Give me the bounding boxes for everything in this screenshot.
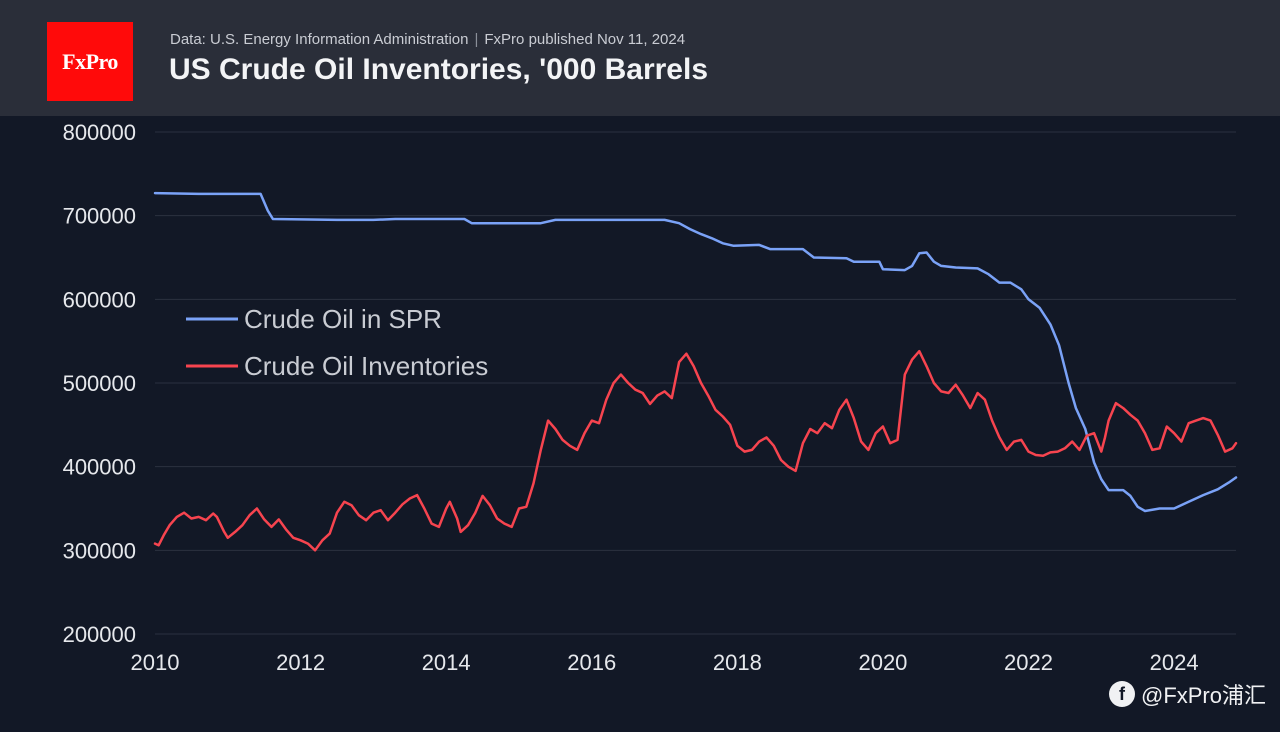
x-tick-label: 2022 [1004,650,1053,675]
x-tick-label: 2018 [713,650,762,675]
y-tick-label: 200000 [63,622,136,647]
data-source-line: Data: U.S. Energy Information Administra… [170,31,685,48]
y-tick-label: 800000 [63,120,136,145]
x-tick-label: 2016 [567,650,616,675]
source-separator: | [474,31,479,48]
inventories-line-series [153,349,1238,552]
spr-line-series [153,191,1238,513]
watermark-text: @FxPro浦汇 [1140,683,1266,708]
y-tick-label: 300000 [63,538,136,563]
legend-label: Crude Oil in SPR [244,304,442,334]
fxpro-badge-icon: f [1108,681,1135,707]
y-tick-label: 600000 [63,287,136,312]
data-source-text: Data: U.S. Energy Information Administra… [170,31,469,48]
y-tick-label: 500000 [63,371,136,396]
legend-label: Crude Oil Inventories [244,351,488,381]
header-bar: FxPro Data: U.S. Energy Information Admi… [0,0,1280,116]
x-tick-label: 2012 [276,650,325,675]
x-tick-label: 2024 [1150,650,1199,675]
chart-title: US Crude Oil Inventories, '000 Barrels [169,53,709,86]
x-tick-label: 2010 [131,650,180,675]
x-tick-label: 2020 [858,650,907,675]
y-tick-label: 400000 [63,455,136,480]
published-date-text: FxPro published Nov 11, 2024 [484,31,686,48]
watermark: f @FxPro浦汇 [1108,678,1266,710]
y-tick-label: 700000 [63,204,136,229]
x-tick-label: 2014 [422,650,471,675]
fxpro-logo: FxPro [47,22,133,101]
